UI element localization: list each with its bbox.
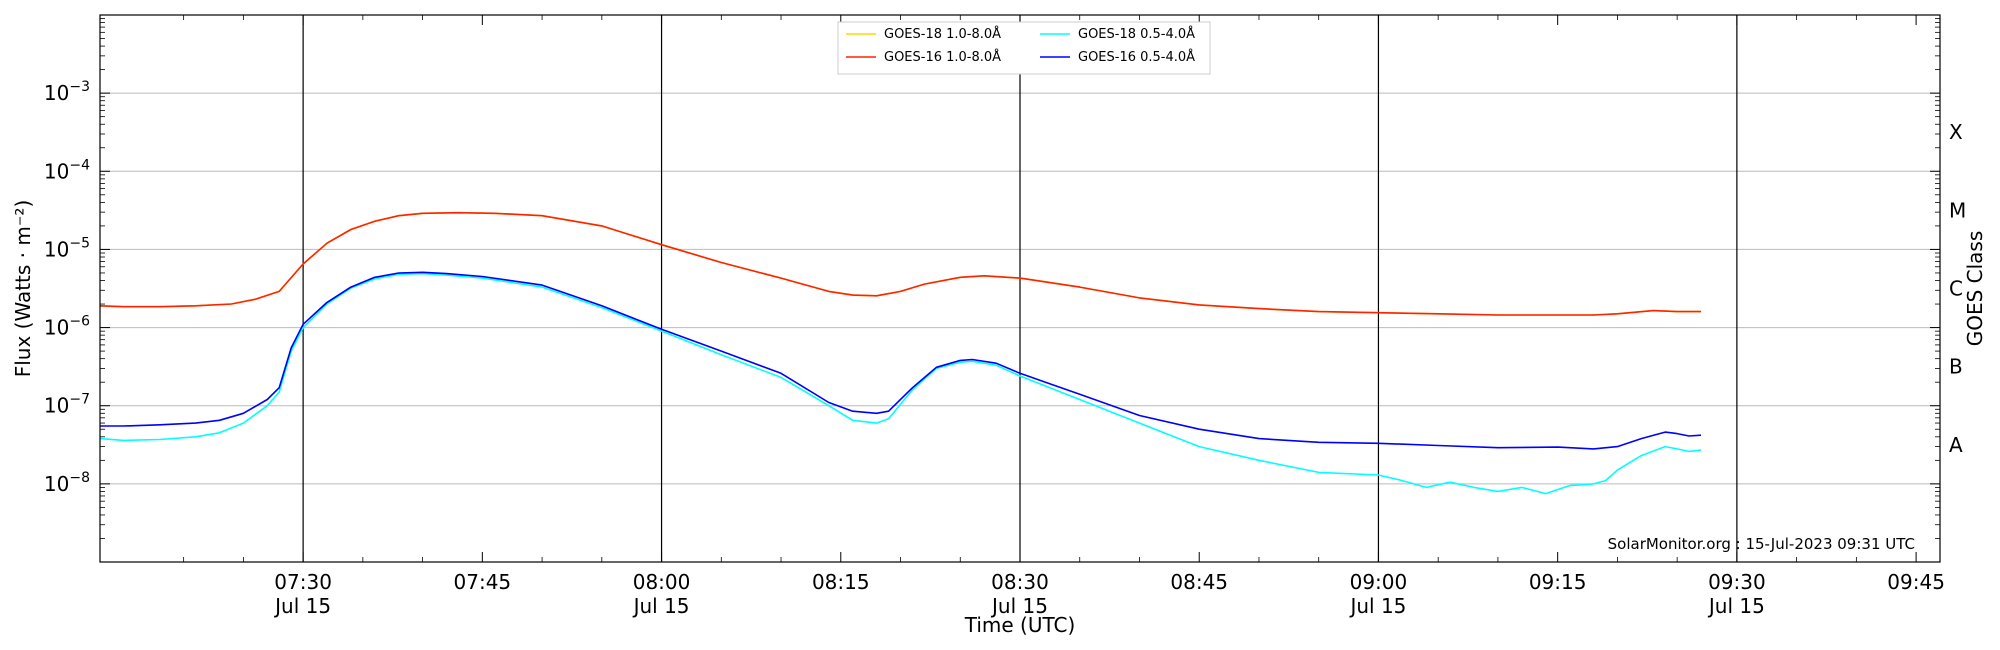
goes-class-label: X bbox=[1949, 120, 1963, 144]
y-tick-label: 10−4 bbox=[44, 157, 90, 183]
x-tick-sublabel: Jul 15 bbox=[1707, 594, 1765, 618]
y-tick-label: 10−7 bbox=[44, 392, 90, 418]
source-footer: SolarMonitor.org : 15-Jul-2023 09:31 UTC bbox=[1608, 535, 1915, 553]
x-tick-label: 09:45 bbox=[1887, 570, 1945, 594]
x-tick-label: 09:15 bbox=[1529, 570, 1587, 594]
y-tick-label-exponent: −7 bbox=[69, 392, 90, 408]
y-tick-label-exponent: −4 bbox=[69, 157, 90, 173]
goes-class-labels: A B C M X bbox=[1949, 120, 1966, 457]
day-boundary-lines bbox=[302, 15, 1738, 562]
x-axis-title: Time (UTC) bbox=[964, 613, 1076, 637]
x-tick-label: 08:45 bbox=[1170, 570, 1228, 594]
y-tick-label-base: 10 bbox=[44, 159, 69, 183]
flux-series bbox=[99, 211, 1702, 495]
y-axis-title: Flux (Watts · m⁻²) bbox=[11, 200, 35, 378]
x-tick-label: 09:30 bbox=[1708, 570, 1766, 594]
y-tick-label-base: 10 bbox=[44, 237, 69, 261]
y-tick-label-base: 10 bbox=[44, 394, 69, 418]
series-line bbox=[100, 271, 1702, 450]
legend-label-goes18-short: GOES-18 0.5-4.0Å bbox=[1078, 26, 1195, 42]
goes-class-label: C bbox=[1949, 277, 1963, 301]
series-line bbox=[99, 211, 1701, 316]
x-tick-sublabel: Jul 15 bbox=[1348, 594, 1406, 618]
x-tick-sublabel: Jul 15 bbox=[632, 594, 690, 618]
y-tick-label-exponent: −3 bbox=[69, 79, 90, 95]
y-tick-label: 10−8 bbox=[44, 470, 90, 496]
legend-label-goes16-long: GOES-16 1.0-8.0Å bbox=[884, 49, 1001, 65]
x-tick-label: 08:00 bbox=[633, 570, 691, 594]
y-tick-label: 10−5 bbox=[44, 235, 90, 261]
y-tick-label-exponent: −5 bbox=[69, 235, 90, 251]
y-tick-label-exponent: −6 bbox=[69, 314, 90, 330]
y-tick-label: 10−3 bbox=[44, 79, 90, 105]
axis-ticks bbox=[100, 15, 1940, 562]
x-tick-label: 07:45 bbox=[454, 570, 512, 594]
y-tick-labels: 10−810−710−610−510−410−3 bbox=[44, 79, 90, 496]
goes-class-label: A bbox=[1949, 433, 1963, 457]
x-tick-label: 08:15 bbox=[812, 570, 870, 594]
legend-label-goes16-short: GOES-16 0.5-4.0Å bbox=[1078, 49, 1195, 65]
x-tick-label: 08:30 bbox=[991, 570, 1049, 594]
x-tick-label: 09:00 bbox=[1350, 570, 1408, 594]
x-tick-sublabel: Jul 15 bbox=[990, 594, 1048, 618]
goes-class-label: B bbox=[1949, 355, 1963, 379]
legend-box bbox=[837, 21, 1211, 75]
y-tick-label-base: 10 bbox=[44, 472, 69, 496]
goes-class-label: M bbox=[1949, 198, 1966, 222]
y-tick-label-base: 10 bbox=[44, 81, 69, 105]
y-tick-label-exponent: −8 bbox=[69, 470, 90, 486]
goes-class-axis-title: GOES Class bbox=[1963, 231, 1987, 347]
y-tick-label-base: 10 bbox=[44, 316, 69, 340]
x-tick-label: 07:30 bbox=[274, 570, 332, 594]
series-line bbox=[99, 272, 1702, 495]
legend: GOES-18 1.0-8.0Å GOES-16 1.0-8.0Å GOES-1… bbox=[837, 21, 1211, 75]
legend-label-goes18-long: GOES-18 1.0-8.0Å bbox=[884, 26, 1001, 42]
y-tick-label: 10−6 bbox=[44, 314, 90, 340]
x-tick-sublabel: Jul 15 bbox=[273, 594, 331, 618]
